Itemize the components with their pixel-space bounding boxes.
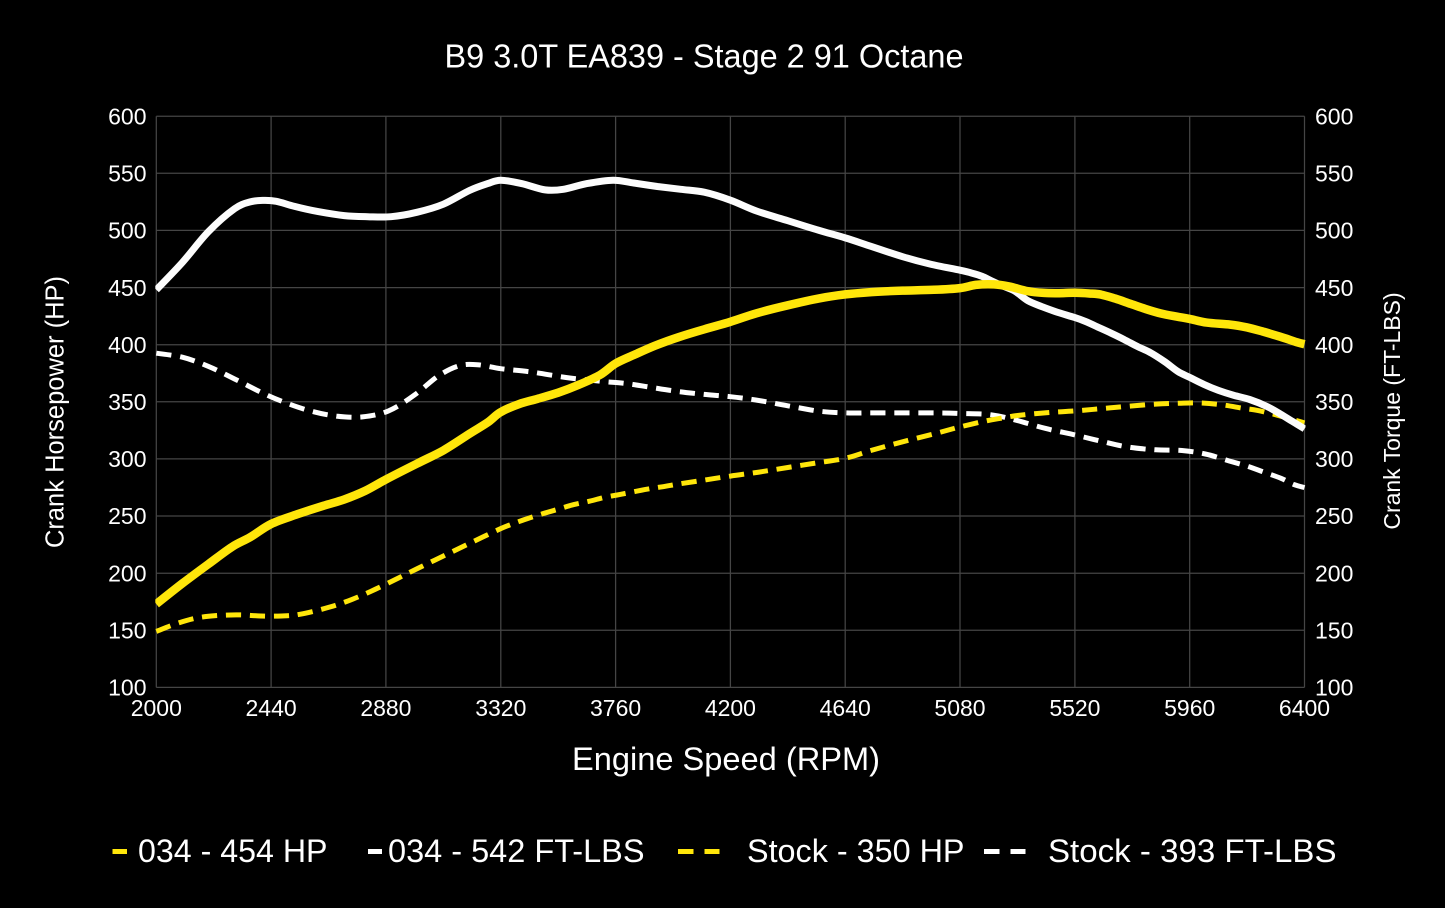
svg-text:2000: 2000 (131, 695, 182, 721)
svg-text:Stock - 393 FT-LBS: Stock - 393 FT-LBS (1048, 833, 1337, 869)
svg-text:400: 400 (108, 332, 146, 358)
svg-text:300: 300 (108, 446, 146, 472)
svg-text:450: 450 (1315, 275, 1353, 301)
svg-text:150: 150 (108, 618, 146, 644)
svg-text:2880: 2880 (360, 695, 411, 721)
svg-text:034 - 454 HP: 034 - 454 HP (138, 833, 328, 869)
svg-text:250: 250 (1315, 503, 1353, 529)
svg-text:450: 450 (108, 275, 146, 301)
svg-text:100: 100 (108, 675, 146, 701)
svg-text:600: 600 (1315, 103, 1353, 129)
svg-text:B9 3.0T EA839 - Stage 2 91 Oct: B9 3.0T EA839 - Stage 2 91 Octane (445, 38, 964, 75)
svg-text:400: 400 (1315, 332, 1353, 358)
svg-text:100: 100 (1315, 675, 1353, 701)
svg-text:550: 550 (108, 161, 146, 187)
svg-text:500: 500 (108, 218, 146, 244)
svg-text:300: 300 (1315, 446, 1353, 472)
svg-text:Crank Horsepower (HP): Crank Horsepower (HP) (42, 276, 70, 548)
svg-text:250: 250 (108, 503, 146, 529)
svg-text:6400: 6400 (1279, 695, 1330, 721)
svg-text:200: 200 (1315, 560, 1353, 586)
svg-text:5080: 5080 (934, 695, 985, 721)
svg-text:350: 350 (108, 389, 146, 415)
svg-text:4200: 4200 (705, 695, 756, 721)
svg-text:5520: 5520 (1049, 695, 1100, 721)
svg-text:600: 600 (108, 103, 146, 129)
svg-text:3320: 3320 (475, 695, 526, 721)
svg-text:500: 500 (1315, 218, 1353, 244)
svg-text:550: 550 (1315, 161, 1353, 187)
svg-text:Crank Torque (FT-LBS): Crank Torque (FT-LBS) (1379, 292, 1405, 529)
svg-text:3760: 3760 (590, 695, 641, 721)
svg-text:4640: 4640 (820, 695, 871, 721)
svg-text:150: 150 (1315, 618, 1353, 644)
svg-text:2440: 2440 (246, 695, 297, 721)
svg-text:Engine Speed (RPM): Engine Speed (RPM) (572, 741, 880, 777)
svg-text:200: 200 (108, 560, 146, 586)
svg-text:350: 350 (1315, 389, 1353, 415)
svg-text:5960: 5960 (1164, 695, 1215, 721)
svg-text:034 - 542 FT-LBS: 034 - 542 FT-LBS (388, 833, 645, 869)
svg-text:Stock - 350 HP: Stock - 350 HP (747, 833, 965, 869)
